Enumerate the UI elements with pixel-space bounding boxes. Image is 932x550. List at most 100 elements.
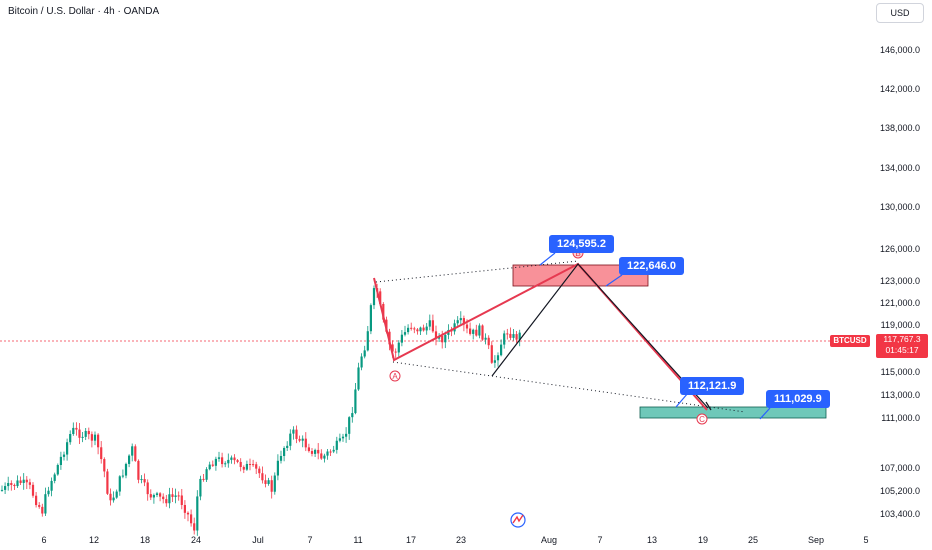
callout-stem-4 xyxy=(759,407,771,420)
candle-body xyxy=(329,451,332,453)
candle-body xyxy=(372,288,376,306)
candle-body xyxy=(121,475,124,477)
projection-path-black[interactable] xyxy=(491,263,709,409)
candle-body xyxy=(100,447,103,460)
price-axis-label: 146,000.0 xyxy=(880,45,920,55)
candle-body xyxy=(456,320,459,324)
price-axis-label: 123,000.0 xyxy=(880,276,920,286)
candle-body xyxy=(490,345,493,363)
tradingview-logo-icon[interactable] xyxy=(510,512,526,528)
ticker-tag: BTCUSD xyxy=(830,335,870,347)
candle-body xyxy=(56,465,59,475)
svg-text:A: A xyxy=(392,372,398,381)
candle-body xyxy=(19,480,22,483)
candle-body xyxy=(307,447,310,452)
candle-body xyxy=(47,490,50,495)
wave-label-c[interactable]: C xyxy=(696,413,708,425)
callout-111029[interactable]: 111,029.9 xyxy=(766,390,830,408)
candle-body xyxy=(22,479,25,483)
lower-channel-line[interactable] xyxy=(392,361,746,413)
candle-body xyxy=(90,434,93,441)
candle-body xyxy=(304,438,307,448)
wave-path-red[interactable] xyxy=(373,262,708,411)
candle-body xyxy=(242,467,245,470)
candle-body xyxy=(484,337,487,340)
candle-body xyxy=(360,356,363,368)
candle-body xyxy=(199,478,202,497)
time-axis-label: 25 xyxy=(748,535,758,545)
candle-body xyxy=(301,438,304,441)
countdown-value: 01:45:17 xyxy=(885,345,919,355)
candle-body xyxy=(202,478,205,480)
time-axis-label: 13 xyxy=(647,535,657,545)
price-axis-label: 113,000.0 xyxy=(881,390,920,400)
candle-body xyxy=(503,333,506,345)
time-axis[interactable]: 6 12 18 24 Jul 7 11 17 23 Aug 7 13 19 25 Sep 5 xyxy=(41,535,868,545)
candle-body xyxy=(481,325,484,340)
time-axis-label: 7 xyxy=(597,535,602,545)
candle-body xyxy=(279,455,283,461)
candle-body xyxy=(50,480,53,491)
time-axis-label: 19 xyxy=(698,535,708,545)
candle-body xyxy=(4,486,7,490)
wave-label-a[interactable]: A xyxy=(389,370,401,382)
candle-body xyxy=(348,417,351,434)
currency-button[interactable]: USD xyxy=(876,3,924,23)
price-axis-label: 126,000.0 xyxy=(880,244,920,254)
callout-112121[interactable]: 112,121.9 xyxy=(680,377,745,395)
target-zone[interactable] xyxy=(639,406,827,419)
candle-body xyxy=(152,494,155,498)
candle-body xyxy=(363,350,366,357)
candle-body xyxy=(233,457,236,461)
candle-body xyxy=(248,463,252,465)
candle-body xyxy=(369,305,372,332)
candle-body xyxy=(134,446,137,461)
time-axis-label: 12 xyxy=(89,535,99,545)
candle-body xyxy=(208,464,211,470)
candle-body xyxy=(118,476,121,492)
candle-body xyxy=(323,455,326,459)
svg-text:C: C xyxy=(699,415,705,424)
candle-body xyxy=(205,469,208,480)
candle-body xyxy=(186,512,190,515)
candle-body xyxy=(190,514,193,524)
candle-body xyxy=(264,480,267,484)
time-axis-label: Sep xyxy=(808,535,824,545)
candle-body xyxy=(326,451,329,456)
candle-body xyxy=(475,329,478,336)
candle-body xyxy=(338,438,341,441)
candle-body xyxy=(289,433,292,446)
candle-body xyxy=(487,337,490,346)
callout-124595[interactable]: 124,595.2 xyxy=(549,235,614,253)
candle-body xyxy=(97,434,100,448)
candle-body xyxy=(224,463,227,465)
candle-body xyxy=(44,494,47,514)
candle-body xyxy=(394,351,397,353)
candle-body xyxy=(16,480,19,487)
current-price-value: 117,767.3 xyxy=(883,334,921,344)
candle-body xyxy=(165,499,168,504)
price-axis-label: 138,000.0 xyxy=(880,123,920,133)
candle-body xyxy=(10,483,13,485)
callout-122646[interactable]: 122,646.0 xyxy=(619,257,684,275)
candle-body xyxy=(66,442,69,455)
time-axis-label: 11 xyxy=(353,535,362,545)
time-axis-label: 23 xyxy=(456,535,466,545)
candle-body xyxy=(159,493,162,497)
candle-body xyxy=(459,318,462,321)
candle-body xyxy=(397,342,400,353)
candle-body xyxy=(53,474,56,481)
candle-body xyxy=(193,523,196,531)
candle-body xyxy=(422,327,425,331)
candle-body xyxy=(177,495,180,497)
candle-body xyxy=(93,434,97,441)
candle-body xyxy=(115,491,118,498)
candle-body xyxy=(7,483,10,487)
candle-body xyxy=(428,320,431,327)
candle-body xyxy=(252,464,255,466)
candle-body xyxy=(174,495,177,497)
candle-body xyxy=(465,324,469,329)
candle-body xyxy=(78,429,81,438)
price-axis[interactable]: 146,000.0 142,000.0 138,000.0 134,000.0 130,… xyxy=(880,45,920,519)
